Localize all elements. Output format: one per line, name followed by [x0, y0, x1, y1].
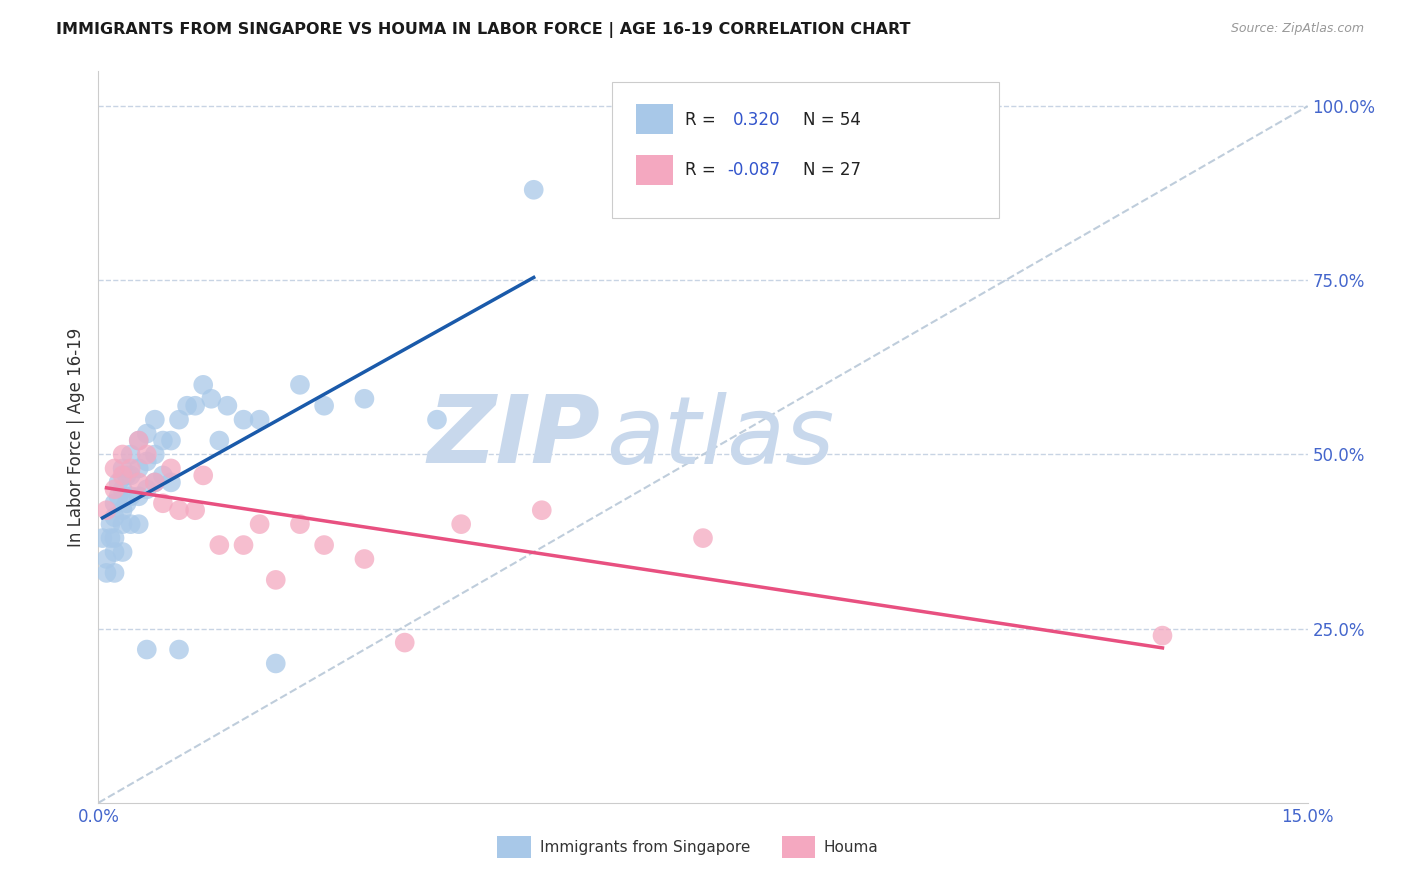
Point [208, 434, 231, 448]
Point [1152, 629, 1174, 643]
Point [249, 517, 271, 532]
Point [135, 483, 157, 497]
Point [115, 468, 138, 483]
Point [96, 566, 118, 580]
Point [167, 642, 190, 657]
Point [152, 496, 174, 510]
Point [264, 657, 287, 671]
Point [143, 475, 166, 490]
Point [167, 503, 190, 517]
Point [111, 483, 134, 497]
Text: N = 54: N = 54 [803, 112, 862, 129]
Point [111, 517, 134, 532]
Text: -0.087: -0.087 [727, 161, 780, 179]
Point [128, 517, 150, 532]
Point [103, 461, 125, 475]
Text: 0.320: 0.320 [734, 112, 780, 129]
Point [232, 412, 254, 426]
Point [426, 412, 449, 426]
Text: IMMIGRANTS FROM SINGAPORE VS HOUMA IN LABOR FORCE | AGE 16-19 CORRELATION CHART: IMMIGRANTS FROM SINGAPORE VS HOUMA IN LA… [56, 22, 911, 38]
Point [115, 496, 138, 510]
Point [249, 412, 271, 426]
Point [96, 503, 118, 517]
Point [103, 531, 125, 545]
Point [128, 434, 150, 448]
Point [143, 448, 166, 462]
Point [160, 461, 183, 475]
Point [314, 538, 336, 552]
Point [107, 489, 129, 503]
Text: ZIP: ZIP [427, 391, 600, 483]
Point [288, 377, 311, 392]
Point [135, 426, 157, 441]
Point [394, 635, 416, 649]
Point [167, 412, 190, 426]
Point [200, 392, 222, 406]
Point [128, 475, 150, 490]
Point [152, 434, 174, 448]
Point [100, 531, 122, 545]
Point [264, 573, 287, 587]
Point [103, 483, 125, 497]
Text: N = 27: N = 27 [803, 161, 862, 179]
Text: Source: ZipAtlas.com: Source: ZipAtlas.com [1230, 22, 1364, 36]
Point [160, 475, 183, 490]
Point [111, 545, 134, 559]
Point [152, 468, 174, 483]
Point [193, 468, 215, 483]
Point [107, 475, 129, 490]
Text: R =: R = [685, 161, 721, 179]
Point [120, 489, 142, 503]
Point [184, 399, 207, 413]
Point [100, 517, 122, 532]
Point [314, 399, 336, 413]
Point [111, 448, 134, 462]
Point [120, 461, 142, 475]
Y-axis label: In Labor Force | Age 16-19: In Labor Force | Age 16-19 [66, 327, 84, 547]
Point [353, 392, 375, 406]
Point [120, 517, 142, 532]
Point [135, 448, 157, 462]
Text: Houma: Houma [824, 840, 879, 855]
Text: Immigrants from Singapore: Immigrants from Singapore [540, 840, 751, 855]
Point [103, 566, 125, 580]
Point [353, 552, 375, 566]
Point [111, 468, 134, 483]
FancyBboxPatch shape [498, 836, 531, 858]
Point [103, 496, 125, 510]
Point [232, 538, 254, 552]
Point [111, 503, 134, 517]
Point [217, 399, 239, 413]
Point [288, 517, 311, 532]
Point [523, 183, 546, 197]
Point [184, 503, 207, 517]
Point [143, 475, 166, 490]
FancyBboxPatch shape [782, 836, 815, 858]
Point [143, 412, 166, 426]
Point [135, 642, 157, 657]
FancyBboxPatch shape [637, 104, 672, 134]
Point [450, 517, 472, 532]
Point [135, 454, 157, 468]
Point [193, 377, 215, 392]
Point [176, 399, 198, 413]
FancyBboxPatch shape [613, 82, 1000, 218]
Point [120, 468, 142, 483]
Point [692, 531, 714, 545]
Text: R =: R = [685, 112, 721, 129]
Point [120, 448, 142, 462]
Text: atlas: atlas [606, 392, 835, 483]
Point [91, 531, 114, 545]
FancyBboxPatch shape [637, 155, 672, 185]
Point [530, 503, 553, 517]
Point [128, 489, 150, 503]
Point [128, 434, 150, 448]
Point [208, 538, 231, 552]
Point [128, 461, 150, 475]
Point [160, 434, 183, 448]
Point [96, 552, 118, 566]
Point [103, 545, 125, 559]
Point [103, 510, 125, 524]
Point [111, 461, 134, 475]
